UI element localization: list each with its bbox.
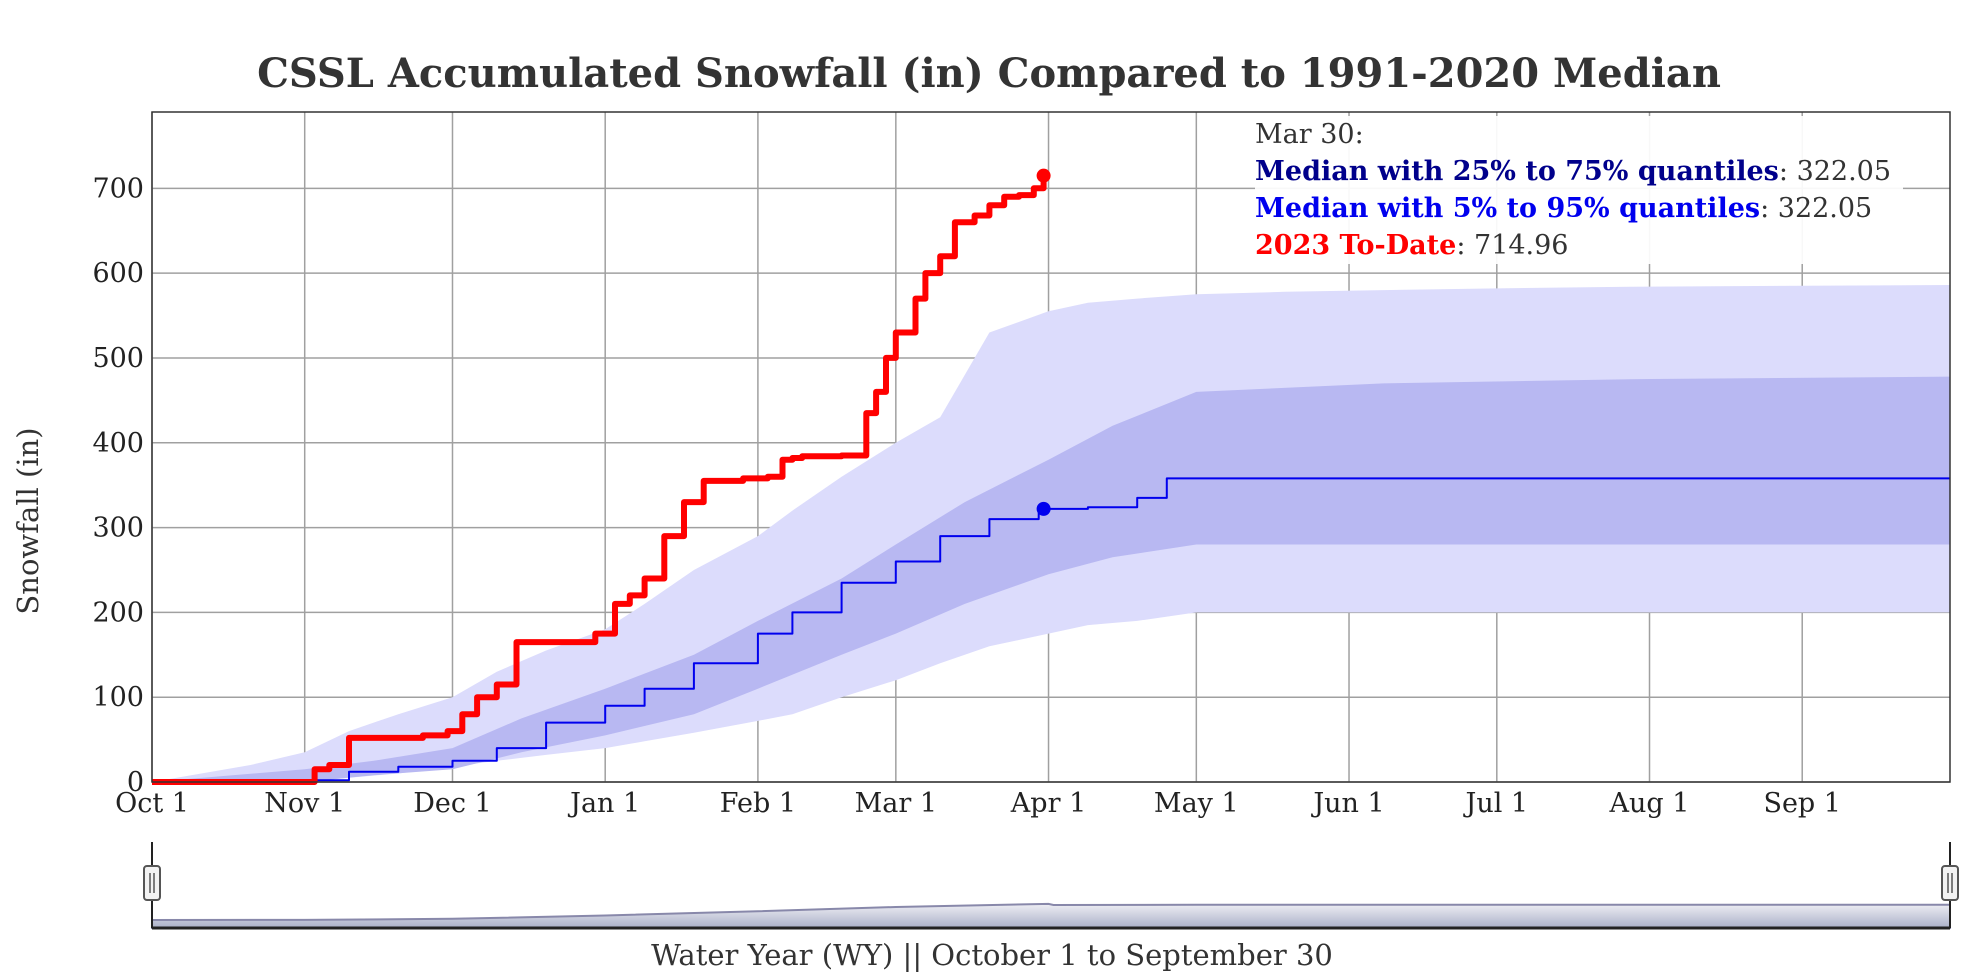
x-tick-label: Apr 1 [1010,788,1086,819]
quantile-bands [152,285,1950,782]
x-tick-label: Jul 1 [1463,788,1529,819]
y-tick-label: 400 [92,428,144,459]
navigator-right-handle[interactable] [1941,865,1959,901]
range-navigator[interactable] [143,842,1959,930]
x-tick-label: Dec 1 [413,788,492,819]
legend-value: 714.96 [1474,230,1569,261]
x-tick-label: Jan 1 [567,788,640,819]
legend-label: 2023 To-Date [1255,230,1457,261]
x-tick-label: Aug 1 [1609,788,1690,819]
series-lines [152,168,1950,785]
x-tick-label: Feb 1 [720,788,796,819]
legend-label: Median with 5% to 95% quantiles [1255,193,1761,224]
x-tick-label: Mar 1 [855,788,937,819]
legend-value: 322.05 [1777,193,1873,224]
handle-grip [1941,865,1959,901]
y-tick-label: 300 [92,513,144,544]
y-tick-label: 500 [92,343,144,374]
plot-frame [151,111,1951,783]
legend-value: 322.05 [1796,156,1892,187]
y-tick-label: 0 [127,767,144,798]
chart-title: CSSL Accumulated Snowfall (in) Compared … [257,50,1721,97]
y-tick-label: 600 [92,258,144,289]
line-median [152,477,1950,783]
y-tick-label: 700 [92,173,144,204]
line-2023-to-date [152,175,1047,785]
x-tick-label: Oct 1 [115,788,189,819]
y-tick-label: 100 [92,682,144,713]
handle-grip [143,865,161,901]
tooltip-legend: Mar 30: Median with 25% to 75% quantiles… [1255,116,1904,264]
legend-row-25-75: Median with 25% to 75% quantiles: 322.05 [1255,156,1892,187]
x-axis-ticks: Oct 1 Nov 1 Dec 1 Jan 1 Feb 1 Mar 1 Apr 1 May 1… [115,788,1841,819]
legend-label: Median with 25% to 75% quantiles [1255,156,1779,187]
marker-median [1036,501,1051,516]
legend-date: Mar 30: [1255,119,1364,150]
x-tick-label: May 1 [1154,788,1239,819]
x-tick-label: Jun 1 [1310,788,1384,819]
legend-row-2023: 2023 To-Date: 714.96 [1255,230,1569,261]
navigator-series [151,902,1951,929]
legend-row-5-95: Median with 5% to 95% quantiles: 322.05 [1255,193,1873,224]
y-axis-ticks: 0 100 200 300 400 500 600 700 [92,173,144,798]
x-tick-label: Nov 1 [264,788,345,819]
y-axis-label: Snowfall (in) [11,427,45,615]
x-tick-label: Sep 1 [1763,788,1841,819]
marker-2023-to-date [1036,168,1051,183]
navigator-left-handle[interactable] [143,865,161,901]
x-axis-label: Water Year (WY) || October 1 to Septembe… [651,938,1333,972]
y-tick-label: 200 [92,597,144,628]
